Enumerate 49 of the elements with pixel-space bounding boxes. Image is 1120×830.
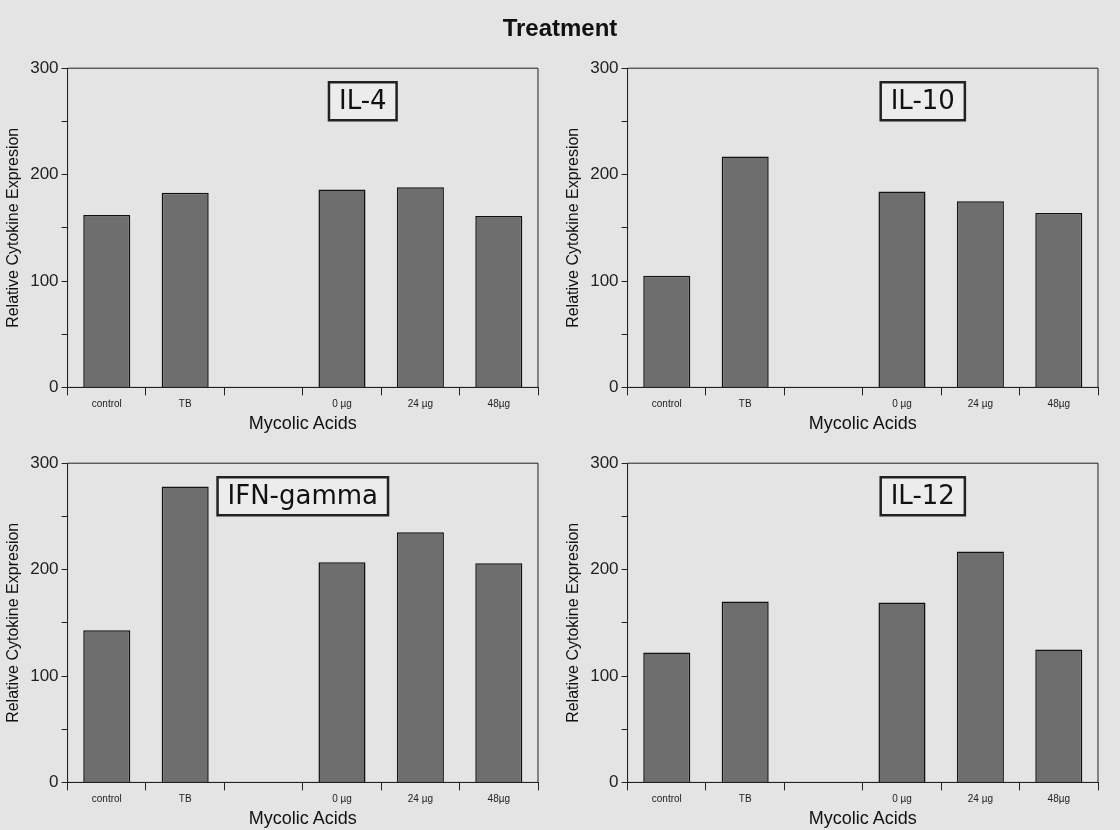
y-tick-label: 0 — [609, 377, 619, 397]
x-tick-label: control — [91, 793, 122, 805]
text: IFN-gamma — [227, 479, 379, 510]
y-axis-title: Relative Cytokine Expresion — [564, 522, 582, 723]
y-tick-label: 300 — [590, 452, 619, 472]
x-tick-label: 0 µg — [332, 398, 352, 410]
x-tick-label: 24 µg — [967, 793, 994, 805]
y-tick-label: 300 — [590, 57, 619, 77]
y-axis-title: Relative Cytokine Expresion — [4, 522, 22, 723]
x-tick-label: control — [651, 793, 682, 805]
x-tick-label: TB — [178, 398, 192, 410]
x-axis-title: Mycolic Acids — [248, 808, 357, 829]
x-axis-title: Mycolic Acids — [248, 413, 357, 434]
text: IL-12 — [890, 479, 955, 510]
x-tick-label: 24 µg — [407, 793, 434, 805]
y-tick-label: 100 — [30, 665, 59, 685]
x-tick-label: TB — [738, 793, 752, 805]
y-tick-label: 0 — [49, 377, 59, 397]
y-tick-label: 0 — [49, 772, 59, 792]
x-axis-title: Mycolic Acids — [808, 413, 917, 434]
y-tick-label: 300 — [30, 57, 59, 77]
x-tick-label: 0 µg — [892, 793, 912, 805]
y-tick-label: 0 — [609, 772, 619, 792]
text: Treatment — [501, 14, 619, 42]
x-tick-label: 48µg — [487, 793, 511, 805]
x-axis-title: Mycolic Acids — [808, 808, 917, 829]
x-tick-label: 24 µg — [407, 398, 434, 410]
x-tick-label: 24 µg — [967, 398, 994, 410]
y-tick-label: 200 — [590, 559, 619, 579]
y-tick-label: 100 — [590, 665, 619, 685]
y-tick-label: 200 — [30, 164, 59, 184]
x-tick-label: control — [91, 398, 122, 410]
y-tick-label: 200 — [590, 164, 619, 184]
text: IL-10 — [890, 84, 955, 115]
x-tick-label: control — [651, 398, 682, 410]
y-axis-title: Relative Cytokine Expresion — [564, 127, 582, 328]
y-tick-label: 200 — [30, 559, 59, 579]
y-axis-title: Relative Cytokine Expresion — [4, 127, 22, 328]
y-tick-label: 100 — [30, 270, 59, 290]
x-tick-label: TB — [178, 793, 192, 805]
x-tick-label: 48µg — [1047, 398, 1071, 410]
x-tick-label: 48µg — [487, 398, 511, 410]
x-tick-label: TB — [738, 398, 752, 410]
x-tick-label: 0 µg — [332, 793, 352, 805]
x-tick-label: 0 µg — [892, 398, 912, 410]
y-tick-label: 100 — [590, 270, 619, 290]
y-tick-label: 300 — [30, 452, 59, 472]
x-tick-label: 48µg — [1047, 793, 1071, 805]
text: IL-4 — [338, 84, 387, 115]
